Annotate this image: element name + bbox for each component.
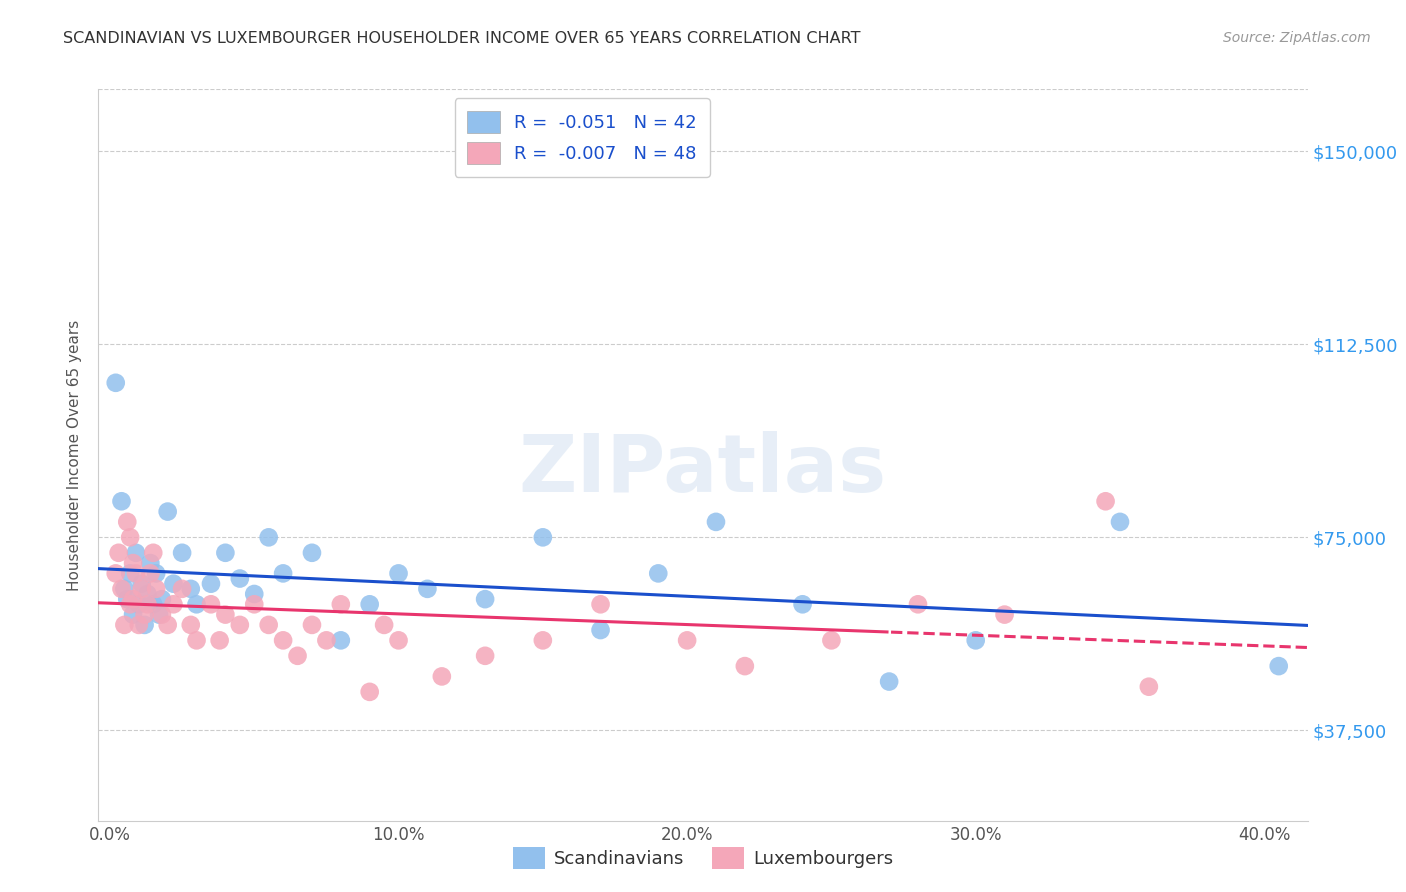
Point (271, 633, 294, 648)
Point (820, 633, 842, 648)
Point (128, 597, 150, 611)
Point (287, 648, 309, 663)
Point (142, 546, 165, 560)
Y-axis label: Householder Income Over 65 years: Householder Income Over 65 years (67, 319, 83, 591)
Point (647, 566, 669, 581)
Point (1109, 515, 1132, 529)
Point (122, 592, 145, 607)
Point (128, 618, 150, 632)
Point (107, 546, 129, 560)
Point (125, 566, 148, 581)
Point (531, 633, 554, 648)
Point (430, 669, 453, 683)
Point (104, 566, 127, 581)
Point (142, 597, 165, 611)
Point (257, 530, 280, 544)
Point (329, 597, 352, 611)
Point (186, 633, 208, 648)
Point (387, 633, 409, 648)
Point (117, 515, 139, 529)
Point (112, 582, 135, 596)
Point (704, 515, 727, 529)
Point (180, 582, 202, 596)
Point (117, 592, 139, 607)
Point (792, 597, 814, 611)
Point (134, 618, 156, 632)
Point (145, 566, 167, 581)
Point (229, 572, 252, 586)
Point (134, 607, 156, 622)
Point (734, 659, 756, 673)
Point (214, 607, 236, 622)
Point (150, 592, 173, 607)
Point (416, 582, 439, 596)
Point (243, 597, 266, 611)
Point (589, 623, 612, 637)
Legend: Scandinavians, Luxembourgers: Scandinavians, Luxembourgers (506, 839, 900, 876)
Point (1094, 494, 1116, 508)
Text: Source: ZipAtlas.com: Source: ZipAtlas.com (1223, 31, 1371, 45)
Point (139, 556, 162, 570)
Point (122, 607, 145, 622)
Point (125, 546, 148, 560)
Point (131, 576, 153, 591)
Point (156, 618, 179, 632)
Legend: R =  -0.051   N = 42, R =  -0.007   N = 48: R = -0.051 N = 42, R = -0.007 N = 48 (454, 98, 710, 177)
Point (200, 597, 222, 611)
Point (104, 376, 127, 390)
Point (180, 618, 202, 632)
Point (112, 618, 135, 632)
Point (373, 618, 395, 632)
Point (122, 556, 145, 570)
Text: ZIPatlas: ZIPatlas (519, 431, 887, 508)
Point (271, 566, 294, 581)
Point (139, 566, 162, 581)
Point (186, 597, 208, 611)
Point (136, 587, 159, 601)
Point (145, 582, 167, 596)
Point (531, 530, 554, 544)
Point (172, 582, 194, 596)
Point (993, 607, 1015, 622)
Point (301, 618, 323, 632)
Point (229, 618, 252, 632)
Point (877, 674, 900, 689)
Point (359, 685, 381, 699)
Point (110, 494, 132, 508)
Point (136, 597, 159, 611)
Point (200, 576, 222, 591)
Point (907, 597, 929, 611)
Point (965, 633, 987, 648)
Point (120, 530, 142, 544)
Point (214, 546, 236, 560)
Point (1137, 680, 1160, 694)
Point (172, 546, 194, 560)
Point (162, 597, 184, 611)
Point (1267, 659, 1289, 673)
Text: SCANDINAVIAN VS LUXEMBOURGER HOUSEHOLDER INCOME OVER 65 YEARS CORRELATION CHART: SCANDINAVIAN VS LUXEMBOURGER HOUSEHOLDER… (63, 31, 860, 46)
Point (315, 633, 337, 648)
Point (131, 582, 153, 596)
Point (156, 505, 179, 519)
Point (162, 576, 184, 591)
Point (329, 633, 352, 648)
Point (120, 566, 142, 581)
Point (150, 607, 173, 622)
Point (120, 597, 142, 611)
Point (208, 633, 231, 648)
Point (359, 597, 381, 611)
Point (243, 587, 266, 601)
Point (387, 566, 409, 581)
Point (257, 618, 280, 632)
Point (589, 597, 612, 611)
Point (474, 648, 496, 663)
Point (474, 592, 496, 607)
Point (676, 633, 699, 648)
Point (301, 546, 323, 560)
Point (110, 582, 132, 596)
Point (148, 607, 170, 622)
